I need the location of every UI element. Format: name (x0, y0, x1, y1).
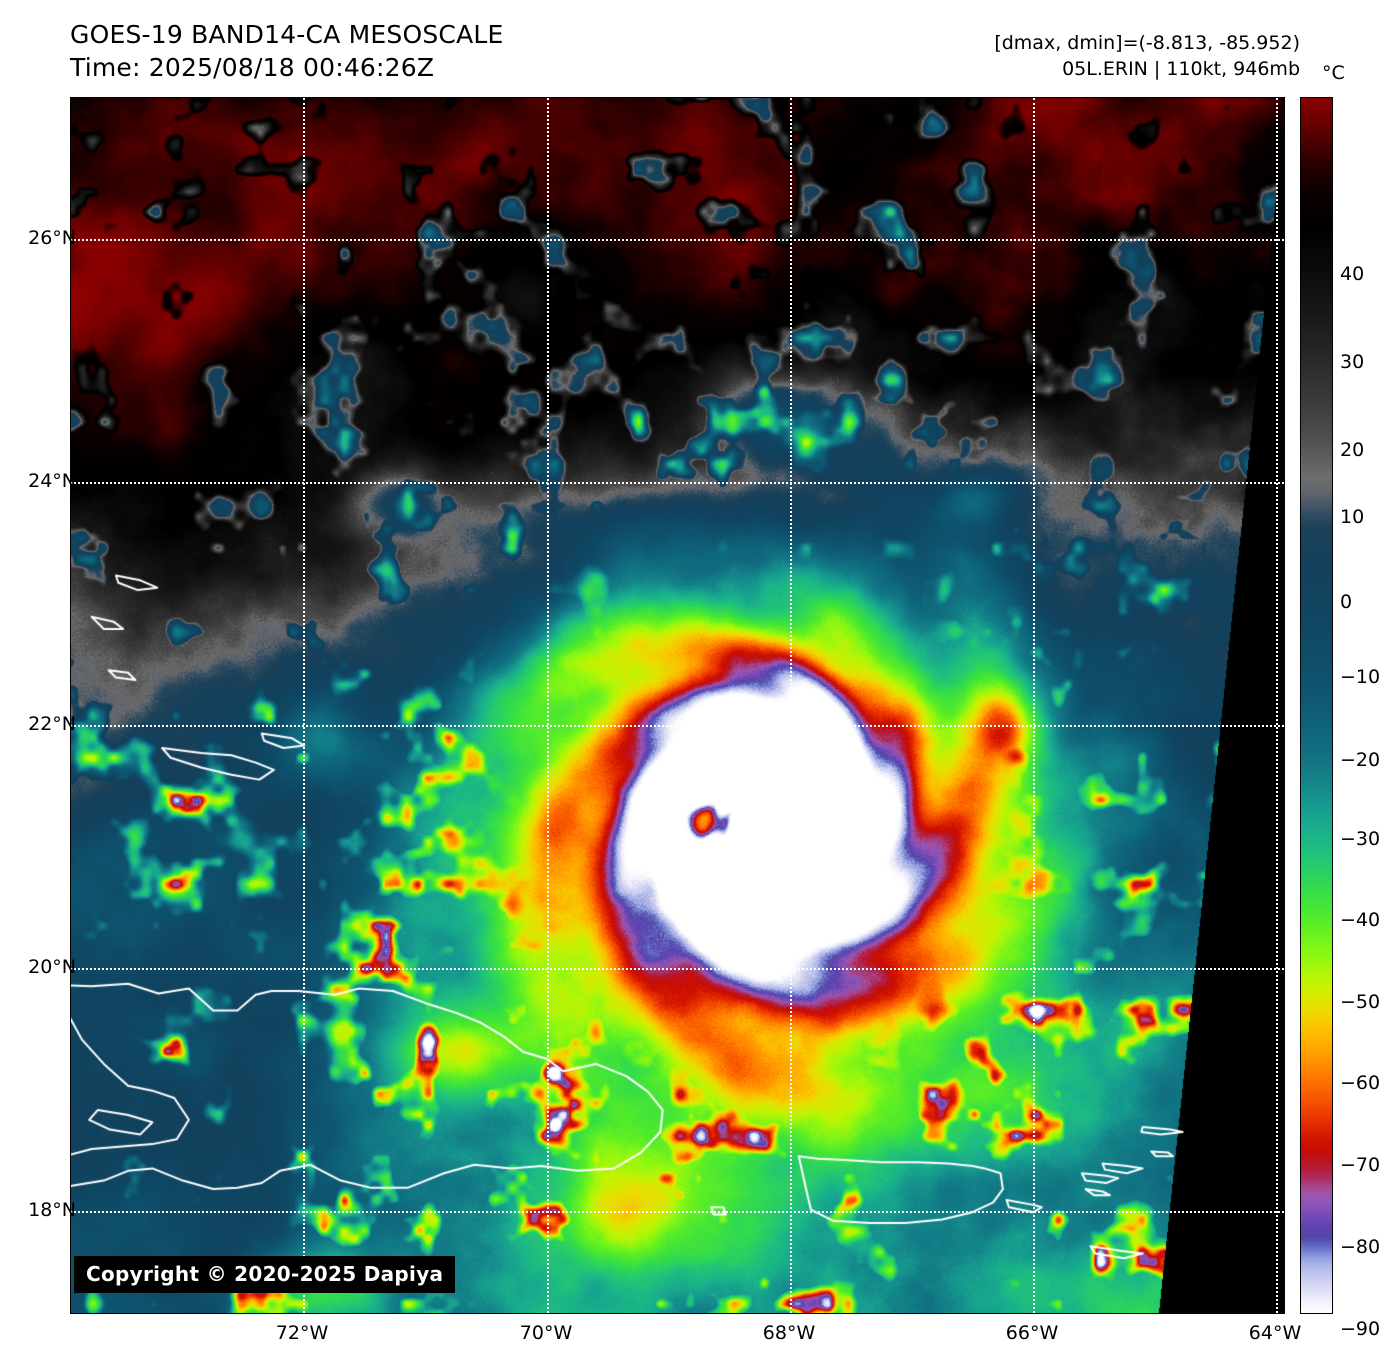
colorbar-tick-11: −70 (1340, 1154, 1381, 1176)
colorbar-tick-7: −30 (1340, 828, 1381, 850)
lat-tick-label-4: 18°N (28, 1199, 76, 1221)
colorbar-tick-12: −80 (1340, 1236, 1381, 1258)
colorbar-tick-5: −10 (1340, 666, 1381, 688)
page-title: GOES-19 BAND14-CA MESOSCALE (70, 20, 504, 49)
colorbar-gradient (1301, 98, 1332, 1313)
lon-tick-label-0: 72°W (275, 1322, 329, 1344)
colorbar-tick-1: 30 (1340, 351, 1365, 373)
lat-tick-label-0: 26°N (28, 227, 76, 249)
lat-tick-label-1: 24°N (28, 470, 76, 492)
copyright-watermark: Copyright © 2020-2025 Dapiya (74, 1256, 456, 1293)
colorbar-tick-4: 0 (1340, 591, 1353, 613)
colorbar-tick-3: 10 (1340, 506, 1365, 528)
colorbar-tick-0: 40 (1340, 263, 1365, 285)
header-left-block: GOES-19 BAND14-CA MESOSCALE Time: 2025/0… (70, 18, 504, 84)
colorbar-unit-label: °C (1322, 62, 1345, 84)
lat-tick-label-3: 20°N (28, 956, 76, 978)
header-right-block: [dmax, dmin]=(-8.813, -85.952) 05L.ERIN … (994, 30, 1300, 82)
satellite-image-plot[interactable]: Copyright © 2020-2025 Dapiya (70, 97, 1285, 1314)
lat-tick-label-2: 22°N (28, 713, 76, 735)
lon-tick-label-4: 64°W (1248, 1322, 1302, 1344)
temperature-colorbar[interactable] (1300, 97, 1333, 1314)
colorbar-tick-8: −40 (1340, 909, 1381, 931)
timestamp-label: Time: 2025/08/18 00:46:26Z (70, 53, 435, 82)
colorbar-tick-2: 20 (1340, 439, 1365, 461)
data-range-label: [dmax, dmin]=(-8.813, -85.952) (994, 32, 1300, 54)
colorbar-tick-9: −50 (1340, 991, 1381, 1013)
colorbar-tick-13: −90 (1340, 1318, 1381, 1340)
colorbar-tick-10: −60 (1340, 1072, 1381, 1094)
infrared-brightness-temperature-raster (71, 98, 1284, 1313)
storm-info-label: 05L.ERIN | 110kt, 946mb (1062, 58, 1300, 80)
lon-tick-label-3: 66°W (1005, 1322, 1059, 1344)
lon-tick-label-2: 68°W (762, 1322, 816, 1344)
colorbar-tick-6: −20 (1340, 749, 1381, 771)
lon-tick-label-1: 70°W (519, 1322, 573, 1344)
